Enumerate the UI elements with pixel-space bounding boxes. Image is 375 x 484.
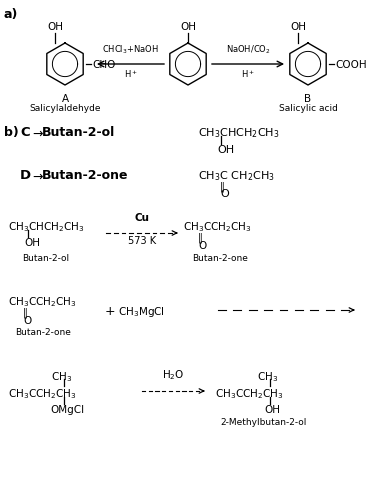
Text: Butan-2-one: Butan-2-one [15,327,71,336]
Text: a): a) [4,8,18,21]
Text: CH$_3$CHCH$_2$CH$_3$: CH$_3$CHCH$_2$CH$_3$ [8,220,84,233]
Text: OH: OH [264,404,280,414]
Text: A: A [62,94,69,104]
Text: CHCl$_3$+NaOH: CHCl$_3$+NaOH [102,44,159,56]
Text: COOH: COOH [335,60,367,70]
Text: 573 K: 573 K [128,236,156,245]
Text: CH$_3$MgCl: CH$_3$MgCl [118,304,165,318]
Text: CH$_3$: CH$_3$ [257,369,279,383]
Text: OH: OH [47,22,63,32]
Text: Butan-2-one: Butan-2-one [192,254,248,262]
Text: CH$_3$CCH$_2$CH$_3$: CH$_3$CCH$_2$CH$_3$ [8,386,76,400]
Text: CH$_3$CCH$_2$CH$_3$: CH$_3$CCH$_2$CH$_3$ [215,386,284,400]
Text: $\Vert$: $\Vert$ [219,180,225,194]
Text: Butan-2-ol: Butan-2-ol [22,254,69,262]
Text: CH$_3$C CH$_2$CH$_3$: CH$_3$C CH$_2$CH$_3$ [198,168,275,182]
Text: H$^+$: H$^+$ [241,68,255,79]
Text: Butan-2-one: Butan-2-one [42,168,129,182]
Text: O: O [23,316,31,325]
Text: O: O [198,241,206,251]
Text: OH: OH [290,22,306,32]
Text: O: O [220,189,229,198]
Text: OH: OH [217,145,234,155]
Text: +: + [105,304,116,318]
Text: b): b) [4,126,19,139]
Text: Butan-2-ol: Butan-2-ol [42,126,115,139]
Text: Cu: Cu [135,212,150,223]
Text: Salicylaldehyde: Salicylaldehyde [29,104,101,113]
Text: OMgCl: OMgCl [50,404,84,414]
Text: $\rightarrow$: $\rightarrow$ [30,170,44,182]
Text: D: D [20,168,31,182]
Text: $\Vert$: $\Vert$ [197,230,202,244]
Text: CH$_3$CCH$_2$CH$_3$: CH$_3$CCH$_2$CH$_3$ [8,294,76,308]
Text: B: B [304,94,312,104]
Text: 2-Methylbutan-2-ol: 2-Methylbutan-2-ol [220,417,306,426]
Text: CHO: CHO [92,60,116,70]
Text: CH$_3$CHCH$_2$CH$_3$: CH$_3$CHCH$_2$CH$_3$ [198,126,280,139]
Text: H$_2$O: H$_2$O [162,367,185,381]
Text: H$^+$: H$^+$ [123,68,138,79]
Text: $\Vert$: $\Vert$ [22,305,28,319]
Text: NaOH/CO$_2$: NaOH/CO$_2$ [226,44,270,56]
Text: CH$_3$: CH$_3$ [51,369,73,383]
Text: OH: OH [24,238,40,247]
Text: CH$_3$CCH$_2$CH$_3$: CH$_3$CCH$_2$CH$_3$ [183,220,252,233]
Text: C: C [20,126,30,139]
Text: $\rightarrow$: $\rightarrow$ [30,127,44,140]
Text: OH: OH [180,22,196,32]
Text: Salicylic acid: Salicylic acid [279,104,338,113]
